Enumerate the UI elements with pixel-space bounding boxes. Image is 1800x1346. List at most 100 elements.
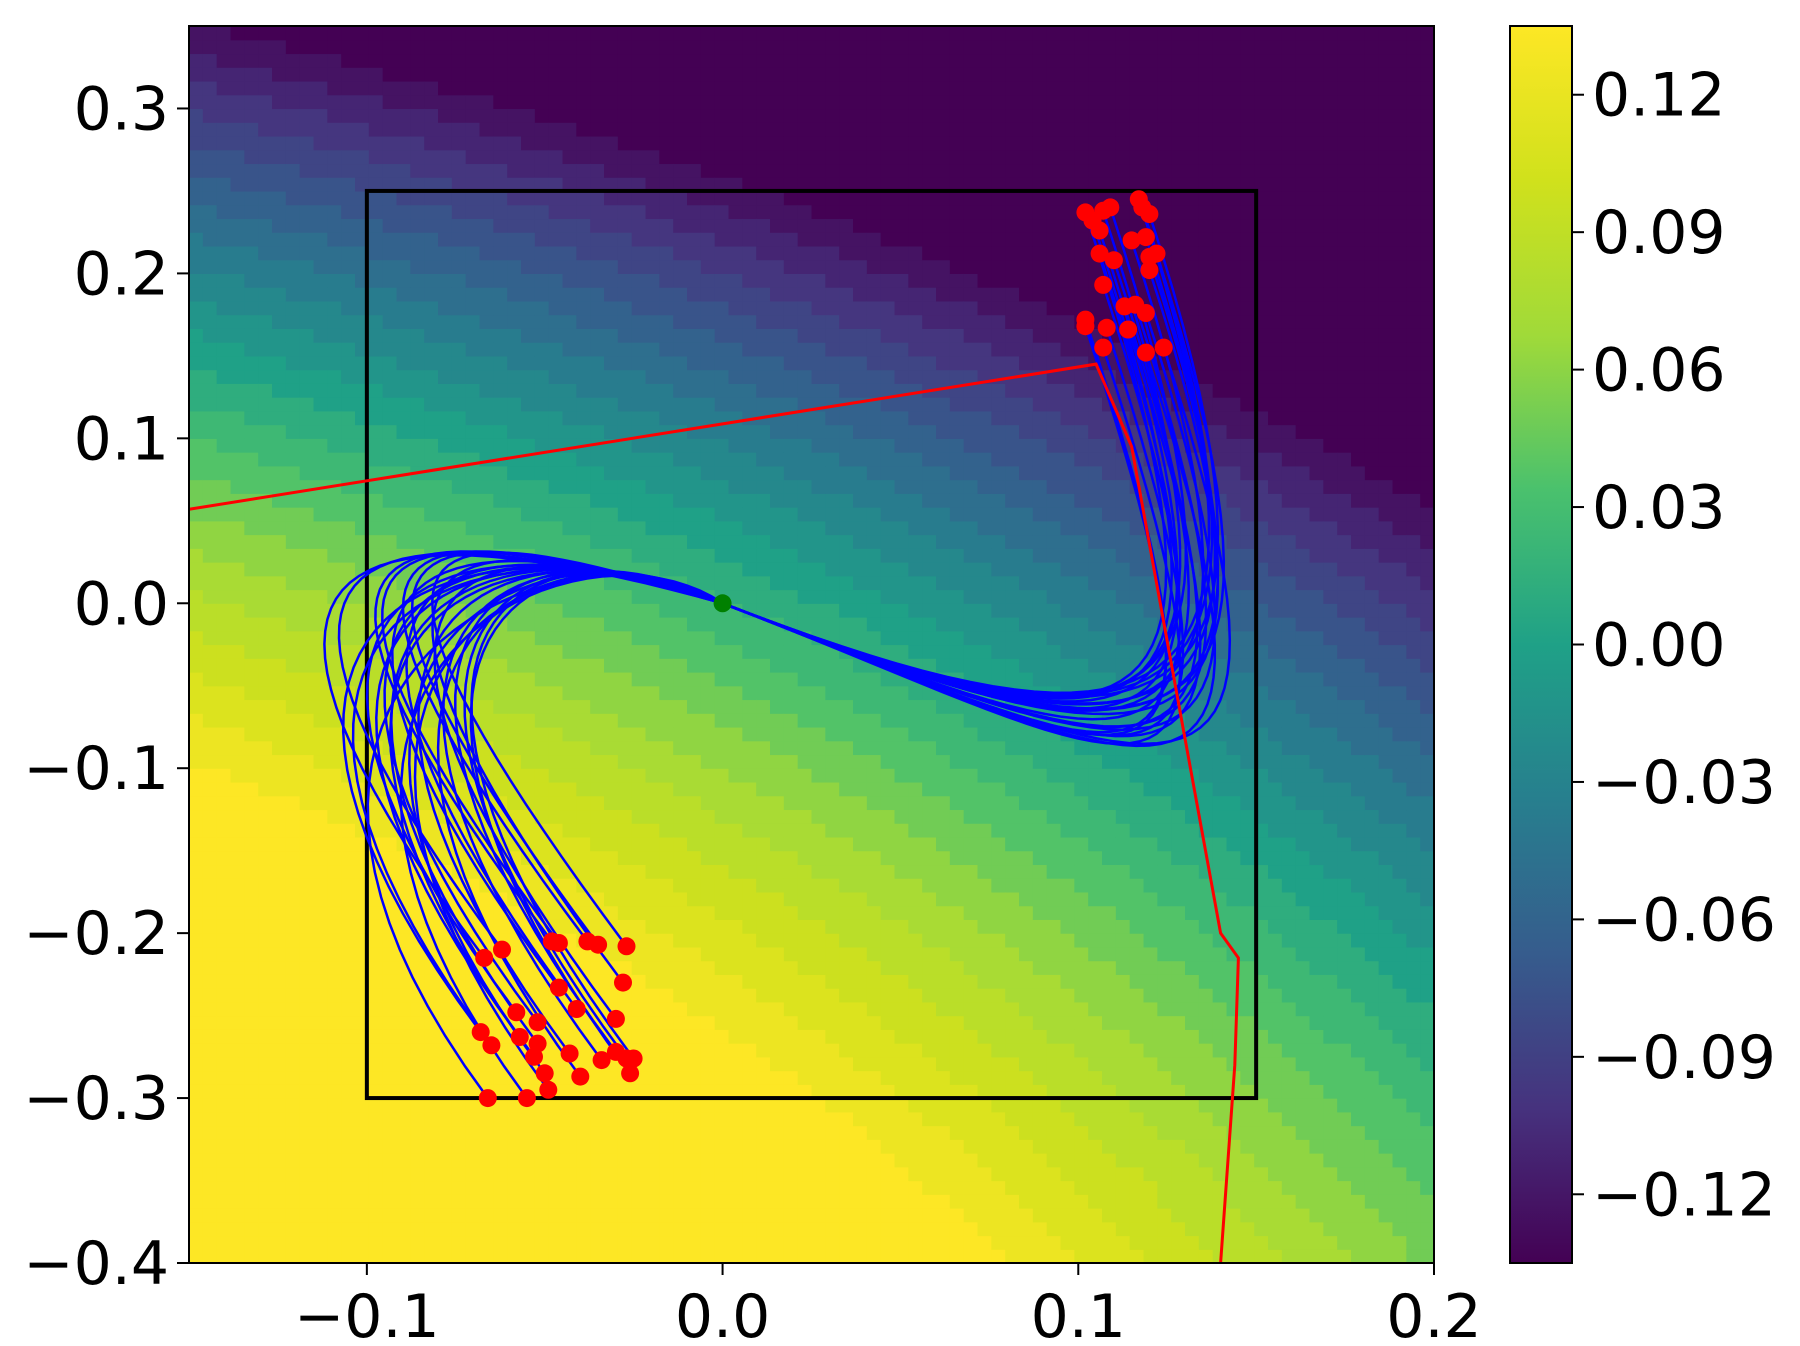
contour-cell xyxy=(202,933,218,948)
contour-cell xyxy=(189,1015,204,1030)
contour-cell xyxy=(645,1015,660,1030)
contour-cell xyxy=(617,1194,633,1209)
contour-cell xyxy=(493,177,508,192)
contour-cell xyxy=(604,1194,619,1209)
contour-cell xyxy=(479,177,494,192)
contour-cell xyxy=(728,1235,743,1250)
contour-cell xyxy=(327,1166,342,1182)
contour-cell xyxy=(258,905,273,920)
contour-cell xyxy=(327,713,342,728)
contour-cell xyxy=(673,671,688,687)
contour-cell xyxy=(936,94,951,110)
contour-cell xyxy=(631,1015,647,1030)
contour-cell xyxy=(908,781,923,797)
contour-cell xyxy=(783,507,799,522)
contour-cell xyxy=(811,273,826,288)
contour-cell xyxy=(493,108,508,123)
contour-cell xyxy=(244,1084,259,1099)
contour-cell xyxy=(590,39,605,55)
contour-cell xyxy=(936,726,951,742)
contour-cell xyxy=(396,80,411,96)
contour-cell xyxy=(673,1111,688,1127)
contour-cell xyxy=(562,342,577,357)
contour-cell xyxy=(590,1249,605,1263)
contour-cell xyxy=(714,795,730,811)
contour-cell xyxy=(700,39,716,55)
contour-cell xyxy=(272,177,287,192)
contour-cell xyxy=(756,575,771,591)
contour-cell xyxy=(645,589,660,604)
contour-cell xyxy=(272,781,287,797)
contour-cell xyxy=(894,410,909,426)
contour-cell xyxy=(396,1180,411,1195)
contour-cell xyxy=(728,218,743,233)
contour-cell xyxy=(949,850,965,866)
contour-cell xyxy=(479,149,494,165)
contour-cell xyxy=(576,259,591,274)
contour-cell xyxy=(590,1166,605,1182)
contour-cell xyxy=(770,1070,785,1085)
contour-cell xyxy=(783,369,799,384)
contour-cell xyxy=(853,1153,868,1168)
contour-cell xyxy=(562,1249,577,1263)
contour-cell xyxy=(700,465,716,481)
contour-cell xyxy=(742,562,757,577)
contour-cell xyxy=(479,1153,494,1168)
contour-cell xyxy=(230,1180,245,1195)
contour-cell xyxy=(355,163,370,178)
contour-cell xyxy=(576,1235,591,1250)
contour-cell xyxy=(507,988,522,1003)
contour-cell xyxy=(341,218,356,233)
contour-cell xyxy=(493,67,508,82)
contour-cell xyxy=(355,177,370,192)
contour-cell xyxy=(700,1180,716,1195)
contour-cell xyxy=(922,905,937,920)
contour-cell xyxy=(230,300,245,316)
contour-cell xyxy=(756,493,771,508)
contour-cell xyxy=(617,919,633,934)
contour-cell xyxy=(728,644,743,659)
contour-cell xyxy=(839,1070,854,1085)
contour-cell xyxy=(493,218,508,233)
contour-cell xyxy=(410,300,425,316)
contour-cell xyxy=(562,1235,577,1250)
contour-cell xyxy=(451,300,467,316)
contour-cell xyxy=(562,218,577,233)
contour-cell xyxy=(313,39,328,55)
contour-cell xyxy=(590,905,605,920)
contour-cell xyxy=(216,1180,232,1195)
contour-cell xyxy=(645,548,660,563)
contour-cell xyxy=(451,190,467,206)
contour-cell xyxy=(493,273,508,288)
contour-cell xyxy=(299,520,315,536)
contour-cell xyxy=(797,149,813,165)
contour-cell xyxy=(811,1111,826,1127)
contour-cell xyxy=(687,383,702,398)
contour-cell xyxy=(285,1084,301,1099)
contour-cell xyxy=(687,1194,702,1209)
contour-cell xyxy=(341,520,356,536)
contour-cell xyxy=(908,122,923,137)
contour-cell xyxy=(258,768,273,783)
contour-cell xyxy=(659,479,674,494)
contour-cell xyxy=(783,1235,799,1250)
contour-cell xyxy=(700,479,716,494)
contour-cell xyxy=(866,878,882,893)
contour-cell xyxy=(908,630,923,646)
contour-cell xyxy=(424,108,439,123)
contour-cell xyxy=(424,190,439,206)
contour-cell xyxy=(313,122,328,137)
contour-cell xyxy=(645,67,660,82)
contour-cell xyxy=(949,1056,965,1072)
contour-cell xyxy=(825,850,840,866)
contour-cell xyxy=(258,1221,273,1237)
contour-cell xyxy=(756,342,771,357)
contour-cell xyxy=(576,1111,591,1127)
contour-cell xyxy=(742,1139,757,1154)
contour-cell xyxy=(479,1208,494,1223)
contour-cell xyxy=(368,149,384,165)
contour-cell xyxy=(507,617,522,632)
contour-cell xyxy=(825,1084,840,1099)
contour-cell xyxy=(272,699,287,714)
contour-cell xyxy=(797,520,813,536)
